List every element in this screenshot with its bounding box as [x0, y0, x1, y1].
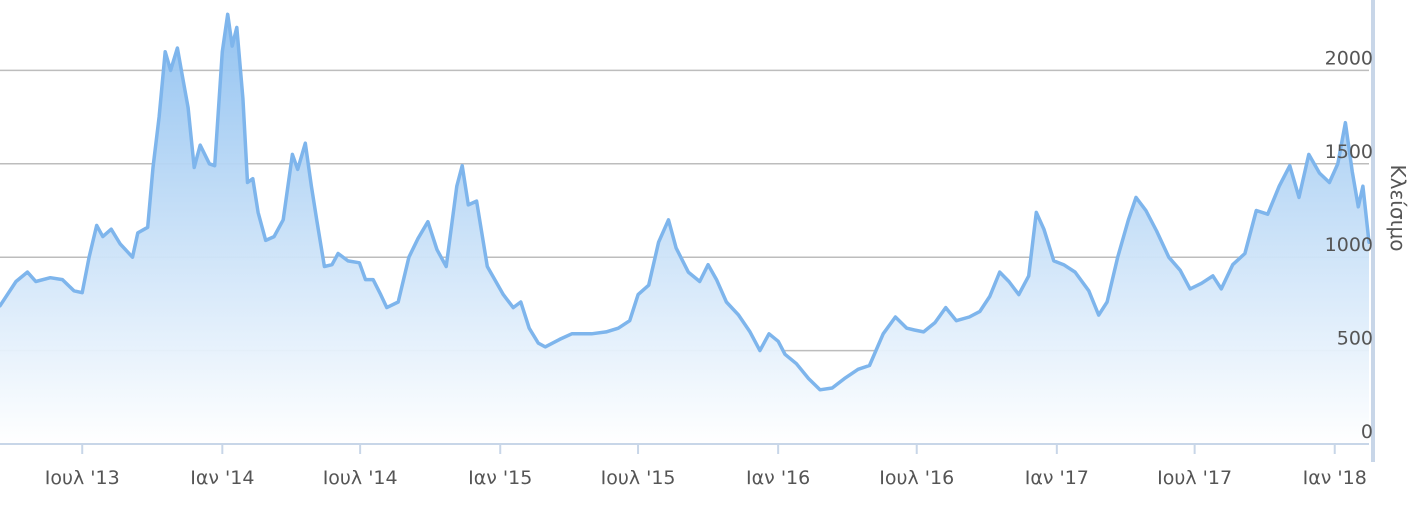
- x-tick-label: Ιουλ '16: [879, 467, 954, 489]
- y-axis-title: Κλείσιμο: [1386, 165, 1410, 252]
- y-axis-ticks: 0 500 1000 1500 2000: [1325, 47, 1373, 443]
- y-tick-label: 2000: [1325, 47, 1373, 69]
- y-tick-label: 1000: [1325, 234, 1373, 256]
- x-axis-ticks: Ιουλ '13 Ιαν '14 Ιουλ '14 Ιαν '15 Ιουλ '15 Ια…: [45, 444, 1367, 489]
- x-tick-label: Ιουλ '13: [45, 467, 120, 489]
- x-tick-label: Ιουλ '17: [1157, 467, 1232, 489]
- y-tick-label: 0: [1361, 421, 1373, 443]
- series-line: [0, 12, 1371, 392]
- y-tick-label: 1500: [1325, 141, 1373, 163]
- x-tick-label: Ιαν '18: [1303, 467, 1367, 489]
- x-tick-label: Ιουλ '14: [323, 467, 398, 489]
- x-tick-label: Ιαν '14: [190, 467, 254, 489]
- x-tick-label: Ιαν '16: [746, 467, 810, 489]
- y-tick-label: 500: [1337, 328, 1373, 350]
- x-tick-label: Ιαν '15: [468, 467, 532, 489]
- x-tick-label: Ιουλ '15: [601, 467, 676, 489]
- series-area-fill: [0, 14, 1369, 445]
- x-tick-label: Ιαν '17: [1025, 467, 1089, 489]
